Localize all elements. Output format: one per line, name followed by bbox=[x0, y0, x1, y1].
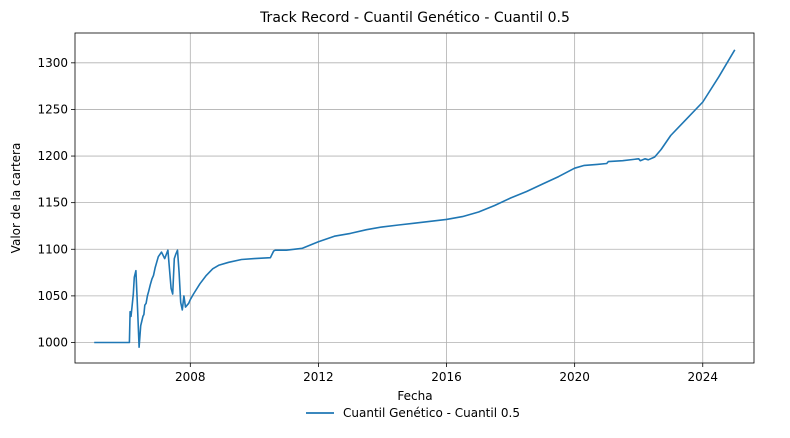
x-tick-label: 2008 bbox=[175, 370, 206, 384]
x-axis-label: Fecha bbox=[397, 389, 432, 403]
legend-entry-label: Cuantil Genético - Cuantil 0.5 bbox=[343, 406, 520, 420]
y-tick-label: 1250 bbox=[37, 102, 68, 116]
x-tick-label: 2024 bbox=[687, 370, 718, 384]
y-axis: 1000 1050 1100 1150 1200 1250 1300 bbox=[37, 56, 75, 349]
y-tick-label: 1300 bbox=[37, 56, 68, 70]
y-tick-label: 1100 bbox=[37, 242, 68, 256]
chart-title: Track Record - Cuantil Genético - Cuanti… bbox=[259, 10, 570, 26]
y-tick-label: 1050 bbox=[37, 289, 68, 303]
y-axis-label: Valor de la cartera bbox=[9, 143, 23, 254]
x-tick-label: 2012 bbox=[303, 370, 334, 384]
grid-lines bbox=[75, 33, 754, 363]
y-tick-label: 1150 bbox=[37, 196, 68, 210]
legend: Cuantil Genético - Cuantil 0.5 bbox=[306, 406, 520, 420]
plot-frame bbox=[74, 32, 755, 364]
y-tick-label: 1200 bbox=[37, 149, 68, 163]
x-axis: 2008 2012 2016 2020 2024 bbox=[175, 363, 718, 384]
y-tick-label: 1000 bbox=[37, 335, 68, 349]
series-layer bbox=[94, 49, 736, 349]
x-tick-label: 2016 bbox=[431, 370, 462, 384]
x-tick-label: 2020 bbox=[559, 370, 590, 384]
series-line bbox=[94, 49, 736, 349]
